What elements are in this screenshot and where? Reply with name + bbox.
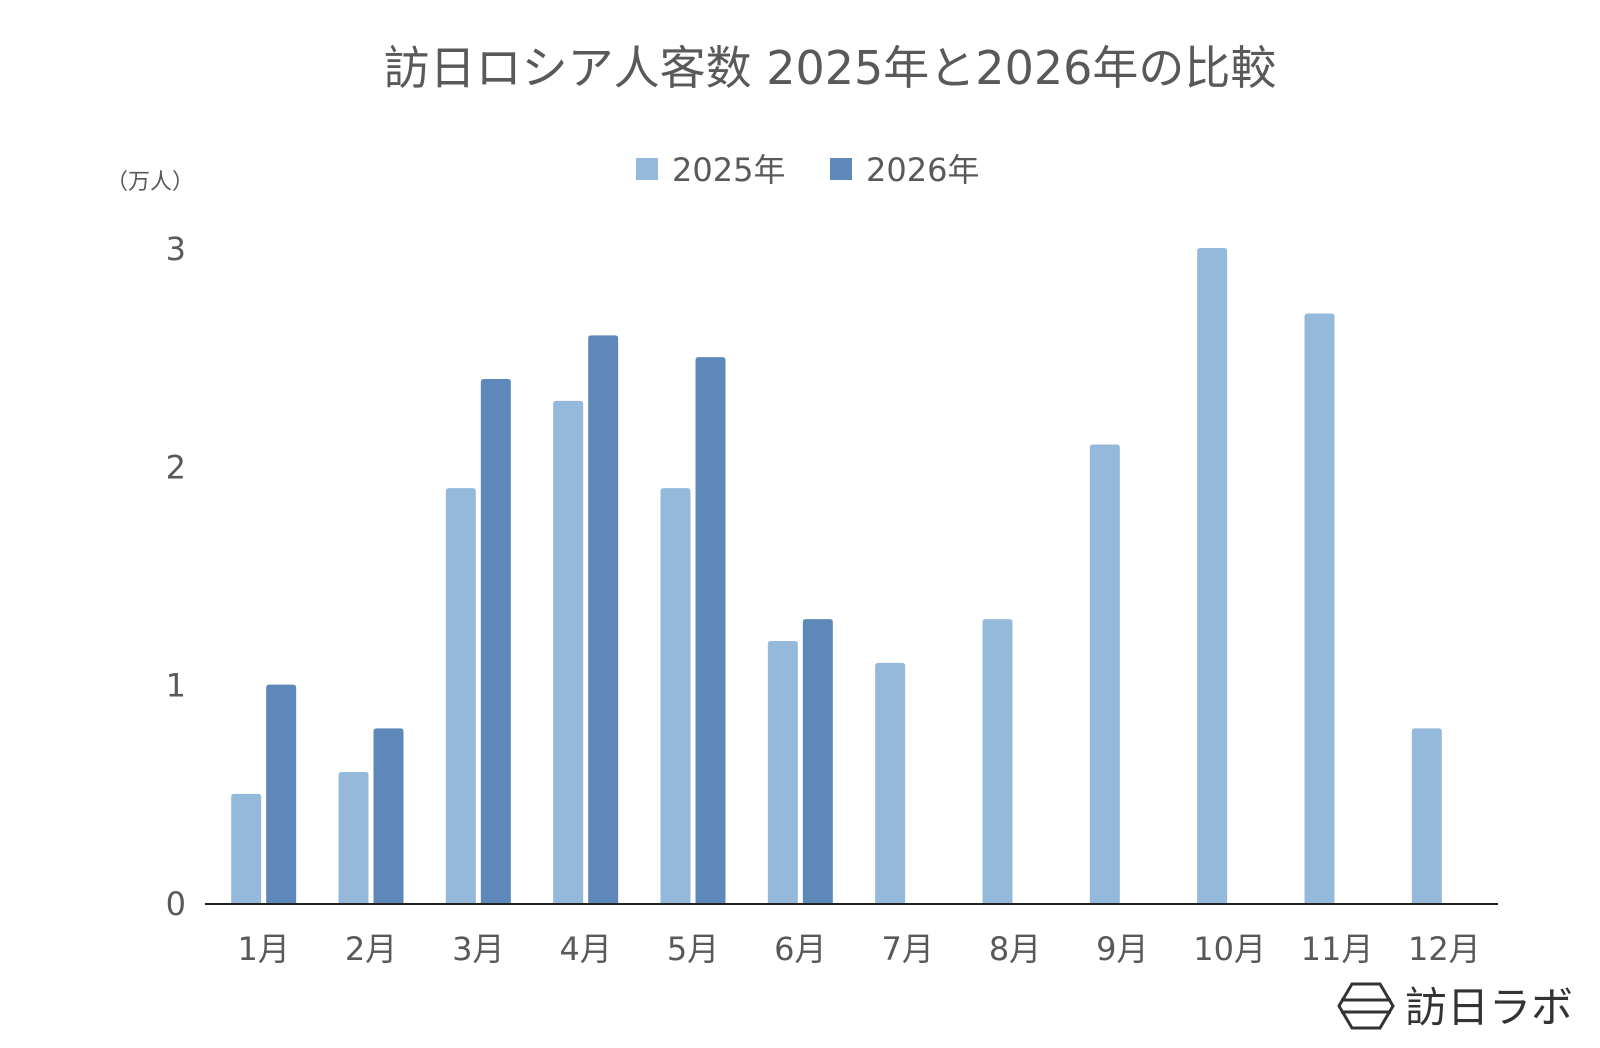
bar-2025-5 bbox=[660, 488, 691, 903]
bars bbox=[231, 248, 1442, 904]
y-tick-label: 2 bbox=[166, 448, 186, 486]
legend: 2025年 2026年 bbox=[636, 151, 979, 189]
chart-title: 訪日ロシア人客数 2025年と2026年の比較 bbox=[384, 41, 1277, 95]
bar-2026-5 bbox=[695, 357, 726, 904]
y-axis: 0 1 2 3 bbox=[166, 230, 186, 923]
x-tick-label: 12月 bbox=[1408, 930, 1481, 968]
legend-label-2025: 2025年 bbox=[672, 151, 785, 189]
bar-2025-1 bbox=[231, 793, 262, 903]
logo: 訪日ラボ bbox=[1337, 982, 1573, 1032]
x-tick-label: 11月 bbox=[1301, 930, 1374, 968]
bar-2025-3 bbox=[445, 488, 476, 903]
x-tick-label: 5月 bbox=[667, 930, 719, 968]
legend-swatch-2025 bbox=[636, 158, 658, 180]
bar-2025-12 bbox=[1411, 728, 1442, 903]
bar-2026-6 bbox=[802, 619, 833, 903]
x-tick-label: 2月 bbox=[345, 930, 397, 968]
bar-2025-9 bbox=[1089, 444, 1120, 903]
logo-text: 訪日ラボ bbox=[1405, 983, 1573, 1032]
bar-2025-10 bbox=[1197, 248, 1228, 903]
bar-2025-4 bbox=[553, 400, 584, 903]
x-tick-label: 4月 bbox=[559, 930, 611, 968]
bar-2026-2 bbox=[373, 728, 404, 903]
x-tick-label: 8月 bbox=[989, 930, 1041, 968]
x-tick-label: 3月 bbox=[452, 930, 504, 968]
x-axis: 1月 2月 3月 4月 5月 6月 7月 8月 9月 10月 11月 12月 bbox=[237, 930, 1480, 968]
bar-2025-11 bbox=[1304, 313, 1335, 903]
y-tick-label: 0 bbox=[166, 885, 186, 923]
legend-swatch-2026 bbox=[830, 158, 852, 180]
x-tick-label: 1月 bbox=[237, 930, 289, 968]
y-tick-label: 3 bbox=[166, 230, 186, 268]
x-tick-label: 6月 bbox=[774, 930, 826, 968]
legend-label-2026: 2026年 bbox=[866, 151, 979, 189]
hexagon-logo-icon bbox=[1337, 982, 1395, 1030]
bar-2025-6 bbox=[767, 641, 798, 903]
bar-2026-3 bbox=[480, 379, 511, 903]
bar-2025-8 bbox=[982, 619, 1013, 903]
y-tick-label: 1 bbox=[166, 667, 186, 705]
x-tick-label: 9月 bbox=[1096, 930, 1148, 968]
bar-2026-1 bbox=[266, 684, 297, 903]
bar-2025-2 bbox=[338, 772, 369, 903]
y-axis-unit-label: （万人） bbox=[106, 170, 194, 195]
x-tick-label: 10月 bbox=[1193, 930, 1266, 968]
x-tick-label: 7月 bbox=[881, 930, 933, 968]
bar-2026-4 bbox=[588, 335, 619, 903]
bar-2025-7 bbox=[875, 662, 906, 903]
